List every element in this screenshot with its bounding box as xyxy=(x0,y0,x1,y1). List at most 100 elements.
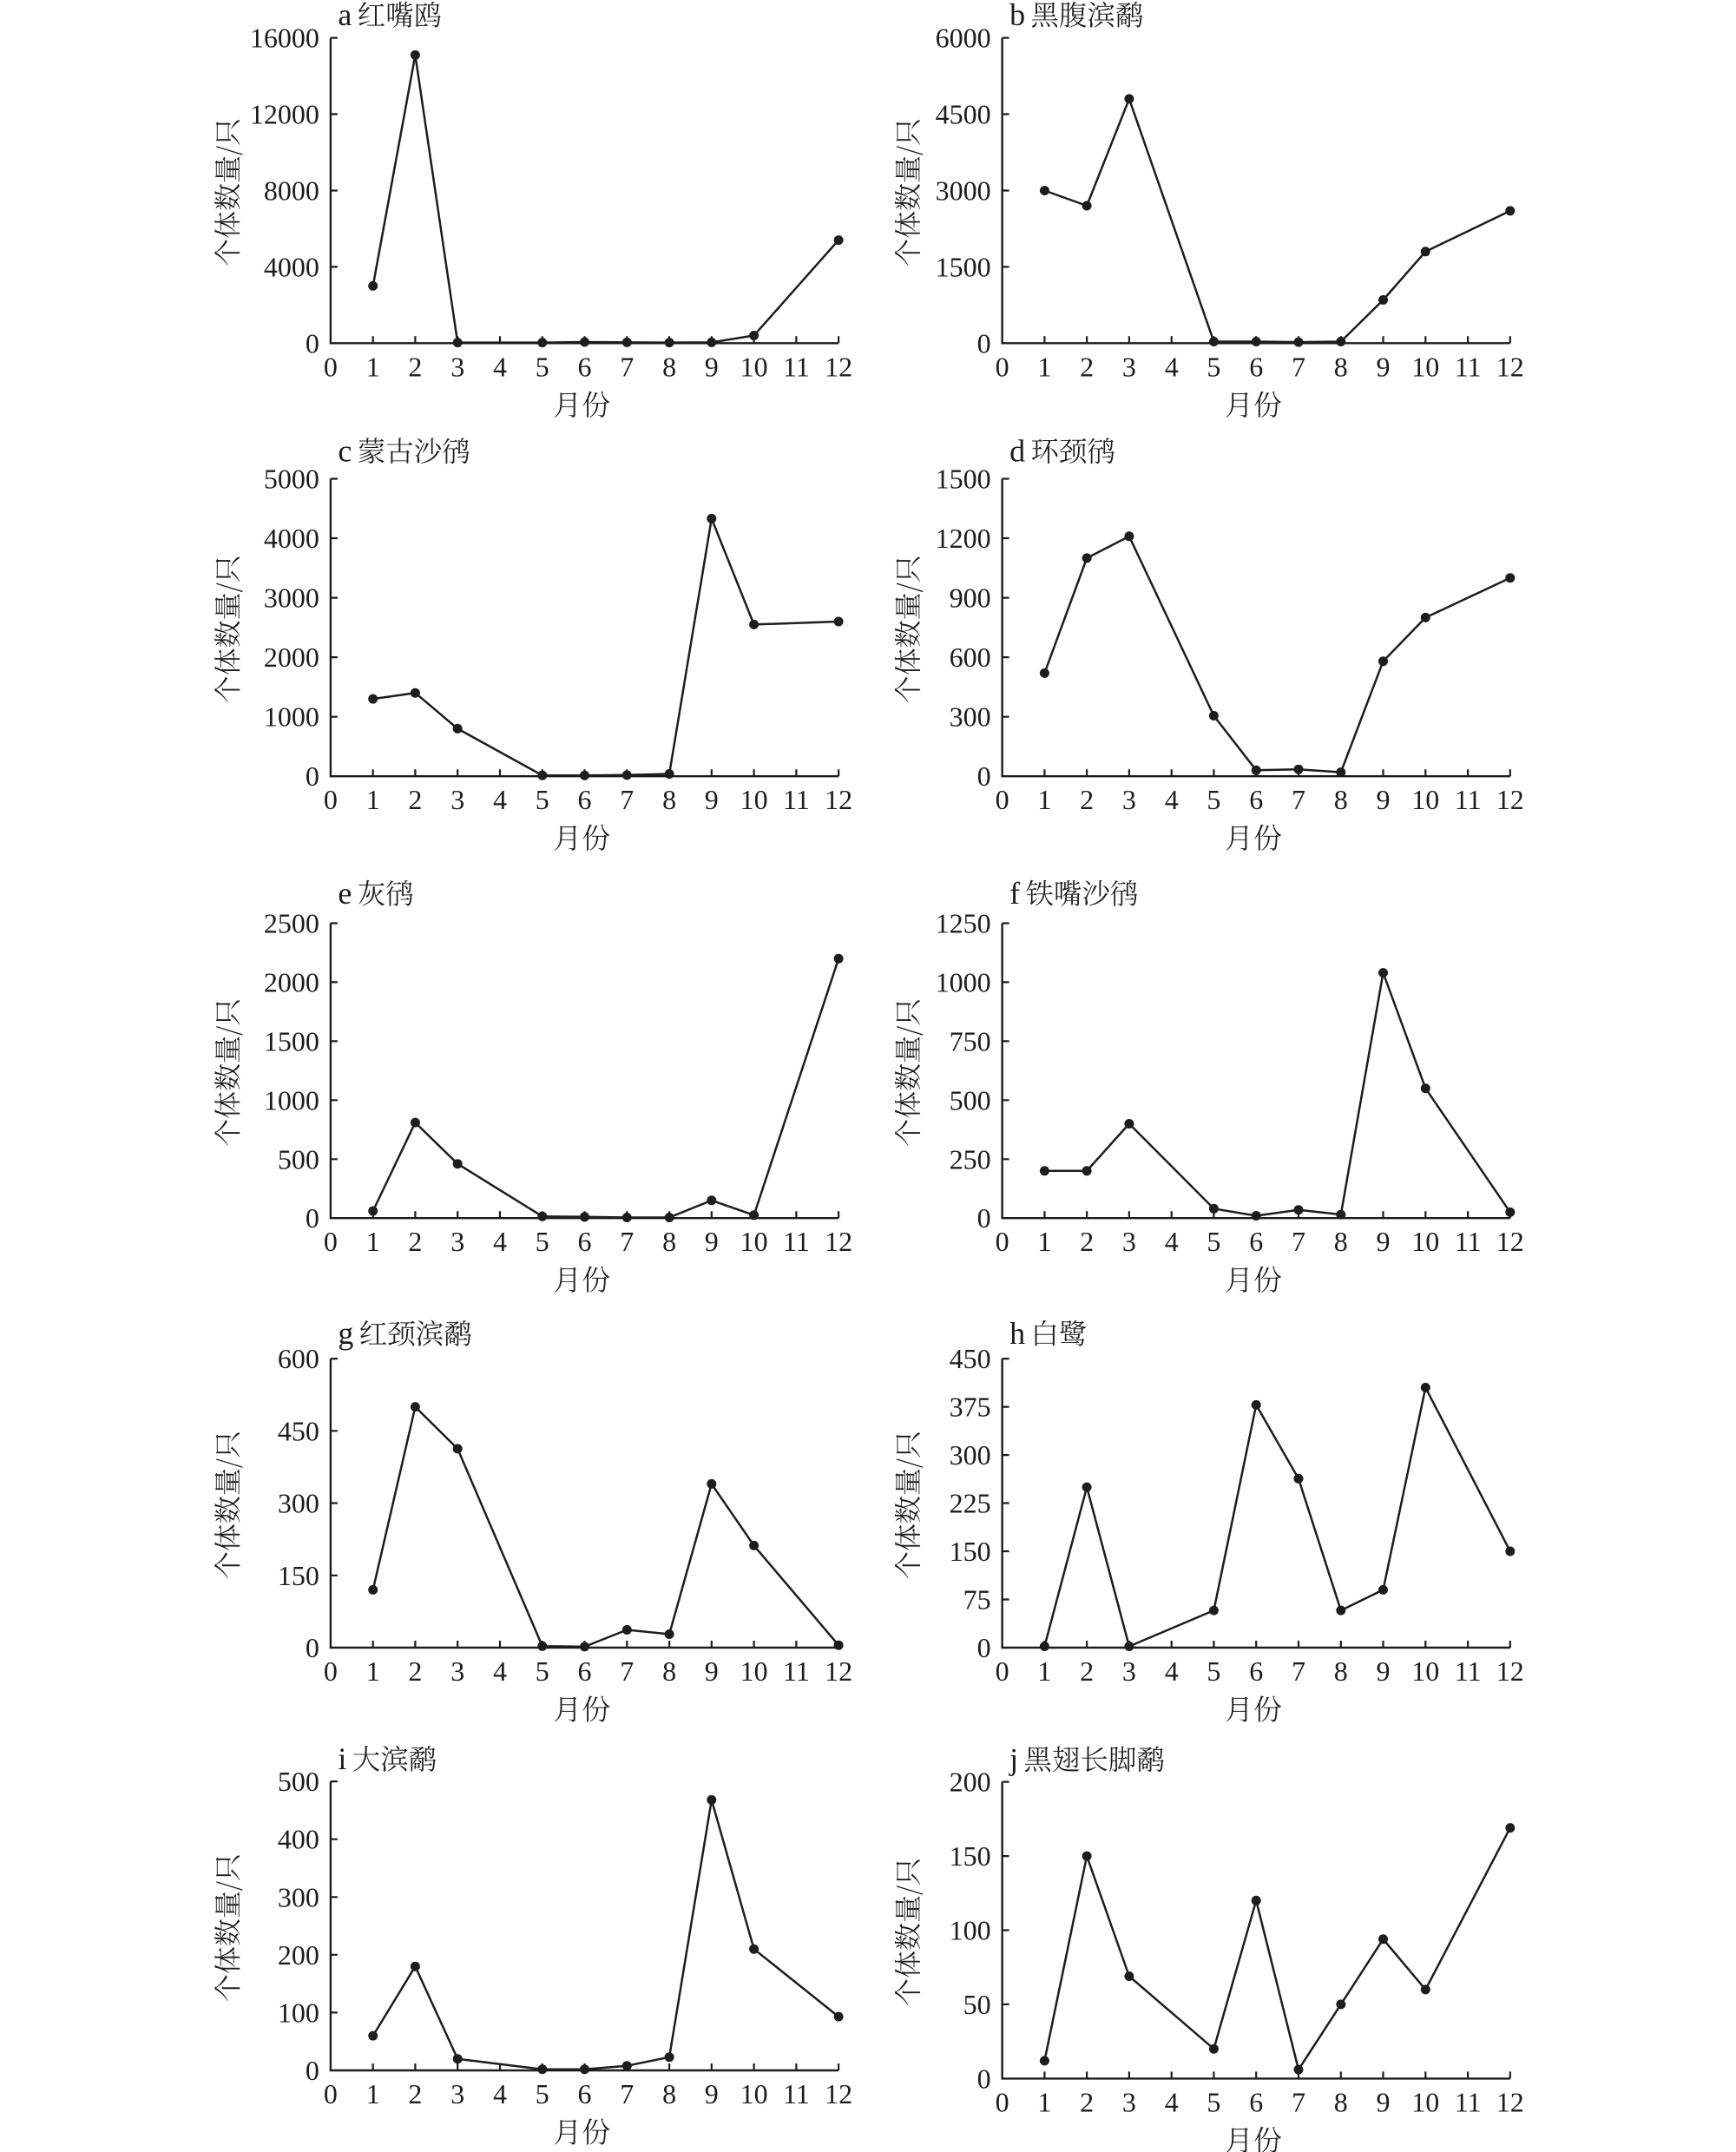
svg-text:h: h xyxy=(1009,1316,1025,1351)
svg-text:4: 4 xyxy=(1165,2086,1179,2117)
svg-text:6: 6 xyxy=(578,351,592,382)
svg-text:3000: 3000 xyxy=(936,175,991,207)
svg-text:3: 3 xyxy=(1122,351,1136,382)
svg-text:6: 6 xyxy=(1249,2086,1263,2117)
svg-text:1250: 1250 xyxy=(936,908,991,939)
svg-text:600: 600 xyxy=(278,1343,319,1374)
svg-text:300: 300 xyxy=(950,1439,991,1471)
svg-text:11: 11 xyxy=(783,784,810,815)
svg-text:1: 1 xyxy=(366,784,380,815)
svg-text:4: 4 xyxy=(1165,784,1179,815)
svg-text:10: 10 xyxy=(1411,2086,1439,2117)
svg-text:8: 8 xyxy=(662,1226,676,1257)
svg-text:4: 4 xyxy=(493,1226,507,1257)
svg-text:e: e xyxy=(338,876,352,911)
svg-text:12: 12 xyxy=(1496,1655,1524,1687)
svg-text:5: 5 xyxy=(1207,2086,1220,2117)
svg-text:4000: 4000 xyxy=(264,523,319,554)
svg-text:12: 12 xyxy=(825,784,852,815)
svg-text:11: 11 xyxy=(783,351,810,382)
svg-text:0: 0 xyxy=(996,2086,1009,2117)
svg-text:1500: 1500 xyxy=(936,464,991,495)
svg-text:3: 3 xyxy=(450,2078,464,2109)
svg-text:5: 5 xyxy=(536,351,549,382)
svg-text:3: 3 xyxy=(1122,2086,1136,2117)
svg-text:100: 100 xyxy=(278,1997,319,2028)
svg-text:1: 1 xyxy=(1037,1226,1051,1257)
svg-text:7: 7 xyxy=(620,1226,634,1257)
svg-text:150: 150 xyxy=(950,1840,991,1872)
svg-text:5000: 5000 xyxy=(264,464,319,495)
svg-text:11: 11 xyxy=(783,1226,810,1257)
svg-text:11: 11 xyxy=(1455,1655,1482,1687)
svg-text:300: 300 xyxy=(278,1881,319,1912)
svg-text:12: 12 xyxy=(825,351,852,382)
svg-text:5: 5 xyxy=(536,784,549,815)
svg-text:1000: 1000 xyxy=(936,966,991,997)
svg-text:10: 10 xyxy=(1411,784,1439,815)
svg-text:0: 0 xyxy=(306,2055,319,2086)
svg-text:d: d xyxy=(1009,434,1025,469)
svg-text:2: 2 xyxy=(1080,1226,1094,1257)
svg-text:9: 9 xyxy=(1377,2086,1391,2117)
svg-text:9: 9 xyxy=(705,784,719,815)
svg-text:0: 0 xyxy=(324,1226,338,1257)
svg-text:150: 150 xyxy=(950,1536,991,1567)
svg-text:4: 4 xyxy=(1165,351,1179,382)
svg-text:450: 450 xyxy=(278,1415,319,1446)
svg-text:2: 2 xyxy=(408,2078,422,2109)
svg-text:5: 5 xyxy=(536,2078,549,2109)
svg-text:500: 500 xyxy=(278,1143,319,1175)
svg-text:7: 7 xyxy=(620,351,634,382)
svg-text:7: 7 xyxy=(1292,2086,1305,2117)
svg-text:7: 7 xyxy=(1292,784,1305,815)
svg-text:4: 4 xyxy=(493,2078,507,2109)
svg-text:1: 1 xyxy=(366,2078,380,2109)
svg-text:1: 1 xyxy=(1037,1655,1051,1687)
svg-text:4: 4 xyxy=(493,784,507,815)
svg-text:0: 0 xyxy=(977,327,991,359)
svg-text:0: 0 xyxy=(324,351,338,382)
svg-text:j: j xyxy=(1008,1742,1018,1777)
svg-text:g: g xyxy=(338,1316,353,1351)
svg-text:c: c xyxy=(338,434,352,469)
svg-text:7: 7 xyxy=(1292,351,1305,382)
svg-text:2: 2 xyxy=(1080,1655,1094,1687)
svg-text:9: 9 xyxy=(705,1226,719,1257)
svg-text:10: 10 xyxy=(1411,1226,1439,1257)
svg-text:1: 1 xyxy=(366,1655,380,1687)
svg-text:3: 3 xyxy=(450,1226,464,1257)
svg-text:8: 8 xyxy=(1334,1655,1348,1687)
svg-text:8: 8 xyxy=(1334,784,1348,815)
svg-text:50: 50 xyxy=(963,1989,991,2020)
svg-text:0: 0 xyxy=(306,1202,319,1234)
svg-text:5: 5 xyxy=(536,1226,549,1257)
svg-text:1000: 1000 xyxy=(264,1084,319,1115)
svg-text:4000: 4000 xyxy=(264,251,319,282)
svg-text:10: 10 xyxy=(1411,1655,1439,1687)
svg-text:4: 4 xyxy=(493,351,507,382)
svg-text:4: 4 xyxy=(1165,1226,1179,1257)
svg-text:10: 10 xyxy=(740,784,768,815)
svg-text:5: 5 xyxy=(1207,1226,1220,1257)
svg-text:12: 12 xyxy=(825,1226,852,1257)
svg-text:3000: 3000 xyxy=(264,582,319,614)
svg-text:2: 2 xyxy=(408,784,422,815)
svg-text:1: 1 xyxy=(366,351,380,382)
svg-text:0: 0 xyxy=(324,784,338,815)
svg-text:10: 10 xyxy=(1411,351,1439,382)
svg-text:8: 8 xyxy=(662,351,676,382)
svg-text:9: 9 xyxy=(1377,784,1391,815)
svg-text:a: a xyxy=(338,0,352,32)
svg-text:6: 6 xyxy=(1249,351,1263,382)
svg-text:12: 12 xyxy=(1496,351,1524,382)
svg-text:6: 6 xyxy=(578,2078,592,2109)
svg-text:8: 8 xyxy=(662,784,676,815)
svg-text:3: 3 xyxy=(450,351,464,382)
svg-text:10: 10 xyxy=(740,1226,768,1257)
svg-text:1000: 1000 xyxy=(264,701,319,733)
svg-text:100: 100 xyxy=(950,1915,991,1946)
svg-text:200: 200 xyxy=(950,1767,991,1798)
svg-text:12: 12 xyxy=(1496,2086,1524,2117)
svg-text:2000: 2000 xyxy=(264,642,319,673)
